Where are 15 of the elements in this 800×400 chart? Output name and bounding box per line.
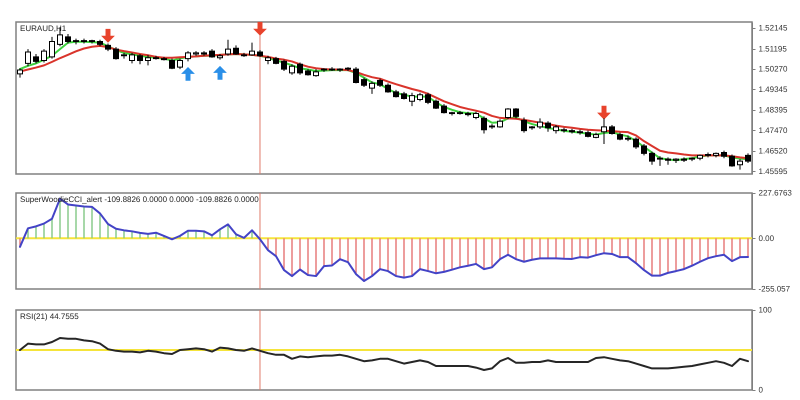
y-tick-label: 1.48395 [758,106,788,115]
y-tick-label: 0 [758,386,764,394]
y-tick-label: 1.50270 [758,64,788,74]
y-tick-label: 1.49345 [758,84,788,94]
y-tick-label: 1.47470 [758,126,788,135]
y-tick-label: 1.45595 [758,166,788,176]
y-tick-label: 1.52145 [758,24,788,33]
y-tick-label: 1.51195 [758,44,788,54]
y-tick-label: 0.00 [758,234,775,243]
y-tick-label: 227.6763 [758,188,792,198]
y-tick-label: 100 [758,306,772,314]
y-tick-label: -255.057 [758,284,791,294]
chart-title: EURAUD,H1 [20,24,67,33]
chart-title: RSI(21) 44.7555 [20,312,80,321]
y-tick-label: 1.46520 [758,146,788,156]
